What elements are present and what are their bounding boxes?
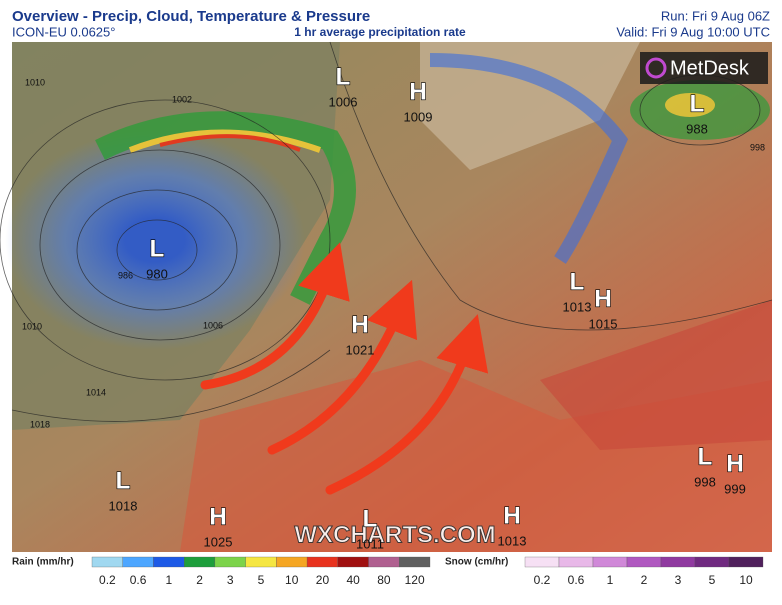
legend-tick: 1 [165,573,172,587]
legend-swatch [276,556,308,568]
logo-icon [645,57,667,79]
pressure-value: 999 [724,481,746,496]
pressure-letter: H [351,311,368,338]
legend-tick: 120 [405,573,425,587]
legend-tick: 20 [316,573,330,587]
isobars [0,41,773,422]
isobar-label: 986 [118,270,133,280]
model: ICON-EU 0.0625° [12,24,115,39]
legend-tick: 3 [227,573,234,587]
rain-core [665,93,715,117]
pressure-value: 998 [694,474,716,489]
legend-swatch [558,556,594,568]
isobar-label: 1014 [86,387,106,397]
snow-legend-title: Snow (cm/hr) [445,557,508,568]
legend-swatch [245,556,277,568]
pressure-value: 1015 [589,316,618,331]
pressure-value: 1011 [356,536,384,551]
logo: MetDesk [670,57,750,79]
legend-tick: 2 [641,573,648,587]
map: MetDesk WXCHARTS.COM [0,41,773,552]
legend-swatch [660,556,696,568]
legend-tick: 3 [675,573,682,587]
isobar-label: 1010 [22,321,42,331]
rain-swirl [5,130,305,350]
valid-time: Valid: Fri 9 Aug 10:00 UTC [616,24,770,39]
pressure-value: 1009 [404,109,433,124]
logo-box [640,52,768,84]
legend-tick: 0.6 [130,573,147,587]
legend-tick: 5 [258,573,265,587]
legend-swatch [306,556,338,568]
legend-swatch [592,556,628,568]
pressure-value: 1013 [498,533,527,548]
cloud-area [420,42,640,170]
isobar-label: 1010 [25,77,45,87]
isobar-label: 1006 [203,320,223,330]
pressure-value: 1013 [563,299,592,314]
pressure-value: 1025 [204,534,233,549]
isobar-label: 1018 [30,419,50,429]
subtitle: 1 hr average precipitation rate [294,25,466,39]
legend-swatch [524,556,560,568]
pressure-letter: H [503,502,520,529]
legend-tick: 2 [196,573,203,587]
legend-swatch [91,556,123,568]
pressure-value: 988 [686,121,708,136]
pressure-value: 1021 [346,342,375,357]
title: Overview - Precip, Cloud, Temperature & … [12,8,370,25]
run-time: Run: Fri 9 Aug 06Z [661,8,770,23]
rain-legend-title: Rain (mm/hr) [12,557,74,568]
legend-tick: 0.2 [534,573,551,587]
rain-band [95,111,356,305]
legend-tick: 40 [347,573,361,587]
legend-tick: 0.2 [99,573,116,587]
rain-band [429,53,629,264]
legend-tick: 10 [739,573,753,587]
legend-swatch [337,556,369,568]
pressure-value: 1006 [329,94,358,109]
watermark: WXCHARTS.COM [294,521,495,548]
legend-tick: 5 [709,573,716,587]
legend-swatch [122,556,154,568]
pressure-letter: L [116,467,131,494]
legend-swatch [153,556,185,568]
legend-tick: 1 [607,573,614,587]
legend-tick: 80 [377,573,391,587]
flow-arrows [200,242,489,495]
legend-swatch [626,556,662,568]
legend-swatch [214,556,246,568]
pressure-letter: H [594,285,611,312]
pressure-letter: L [690,90,705,117]
pressure-letter: H [209,503,226,530]
legend-swatch [368,556,400,568]
isobar-label: 998 [750,142,765,152]
hot-area [540,300,772,450]
pressure-letter: H [409,78,426,105]
pressure-value: 1018 [109,498,138,513]
legend-swatch [728,556,764,568]
isobar-label: 1002 [172,94,192,104]
legend-tick: 0.6 [568,573,585,587]
pressure-value: 980 [146,266,168,281]
pressure-letter: L [698,443,713,470]
pressure-letter: L [150,235,165,262]
pressure-letter: L [363,505,378,532]
pressure-letter: L [570,268,585,295]
legend-tick: 10 [285,573,299,587]
pressure-letter: L [336,63,351,90]
legend-swatch [694,556,730,568]
legend-swatch [399,556,431,568]
rain-core [128,129,321,153]
pressure-letter: H [726,450,743,477]
legend-swatch [184,556,216,568]
